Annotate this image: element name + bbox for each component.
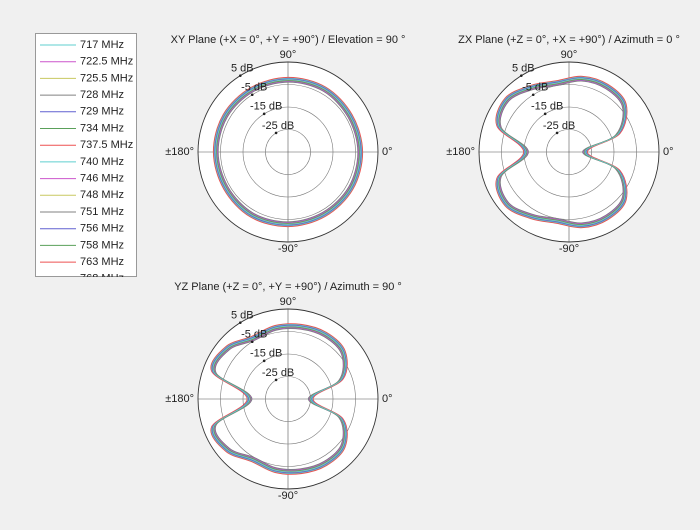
pattern-line (495, 75, 628, 229)
theta-tick-label: 90° (280, 49, 297, 61)
r-tick-dot (555, 131, 559, 135)
r-tick-dot (543, 112, 547, 116)
r-tick-dot (250, 340, 254, 344)
pattern-line (215, 79, 361, 225)
pattern-line (213, 77, 363, 227)
pattern-line (498, 79, 625, 225)
pattern-line (216, 80, 360, 224)
pattern-line (212, 325, 346, 473)
r-tick-label: -25 dB (543, 120, 575, 132)
pattern-line (213, 77, 363, 227)
pattern-line (210, 323, 348, 475)
r-tick-dot (262, 112, 266, 116)
legend-label: 756 MHz (80, 223, 124, 235)
r-tick-dot (262, 359, 266, 363)
theta-tick-label: -90° (278, 243, 298, 255)
r-grid-ring (242, 106, 334, 198)
r-tick-label: 5 dB (231, 310, 254, 322)
r-tick-dot (531, 93, 535, 97)
legend-label: 758 MHz (80, 239, 124, 251)
pattern-line (497, 78, 626, 226)
pattern-line (214, 78, 362, 226)
legend-label: 734 MHz (80, 122, 124, 134)
r-grid-ring (478, 61, 660, 243)
r-tick-dot (239, 321, 242, 324)
r-tick-label: -25 dB (262, 367, 294, 379)
theta-tick-label: ±180° (165, 146, 194, 158)
pattern-line (214, 328, 344, 470)
legend-label: 768 MHz (80, 273, 124, 285)
pattern-line (213, 326, 345, 472)
pattern-line (211, 324, 347, 474)
theta-tick-label: 90° (280, 296, 297, 308)
r-tick-label: -15 dB (250, 101, 282, 113)
pattern-line (499, 79, 625, 225)
pattern-line (499, 80, 624, 224)
r-grid-ring (220, 331, 356, 467)
theta-tick-label: 0° (382, 146, 393, 158)
pattern-line (499, 80, 624, 224)
theta-tick-label: -90° (559, 243, 579, 255)
r-grid-ring (197, 308, 379, 490)
pattern-line (216, 80, 360, 224)
pattern-line (217, 81, 359, 223)
r-tick-label: 5 dB (231, 63, 254, 75)
r-tick-label: -15 dB (250, 348, 282, 360)
r-tick-label: -5 dB (522, 82, 548, 94)
chart-title: ZX Plane (+Z = 0°, +X = +90°) / Azimuth … (458, 34, 680, 46)
pattern-line (214, 327, 344, 471)
pattern-line (495, 76, 628, 228)
theta-tick-label: -90° (278, 490, 298, 502)
legend-label: 740 MHz (80, 156, 124, 168)
r-tick-dot (520, 74, 523, 77)
r-grid-ring (265, 129, 311, 175)
theta-tick-label: 0° (382, 393, 393, 405)
legend-label: 717 MHz (80, 39, 124, 51)
chart-title: YZ Plane (+Z = 0°, +Y = +90°) / Azimuth … (174, 281, 402, 293)
legend-label: 729 MHz (80, 106, 124, 118)
pattern-line (210, 323, 348, 475)
theta-tick-label: 90° (561, 49, 578, 61)
legend-label: 722.5 MHz (80, 56, 133, 68)
r-tick-dot (250, 93, 254, 97)
r-tick-dot (239, 74, 242, 77)
legend-label: 763 MHz (80, 256, 124, 268)
legend-label: 728 MHz (80, 89, 124, 101)
pattern-line (496, 76, 627, 228)
r-tick-dot (274, 378, 278, 382)
r-grid-ring (242, 353, 334, 445)
theta-tick-label: ±180° (165, 393, 194, 405)
r-tick-label: 5 dB (512, 63, 535, 75)
pattern-line (496, 77, 627, 227)
theta-tick-label: ±180° (446, 146, 475, 158)
r-grid-ring (546, 129, 592, 175)
pattern-line (211, 324, 347, 474)
legend-label: 746 MHz (80, 173, 124, 185)
legend-label: 751 MHz (80, 206, 124, 218)
theta-tick-label: 0° (663, 146, 674, 158)
r-tick-label: -5 dB (241, 82, 267, 94)
legend-label: 737.5 MHz (80, 139, 133, 151)
pattern-line (217, 81, 359, 223)
r-tick-dot (274, 131, 278, 135)
legend: 717 MHz 722.5 MHz 725.5 MHz 728 MHz 729 MHz 7… (40, 39, 133, 285)
legend-label: 725.5 MHz (80, 72, 133, 84)
r-grid-ring (197, 61, 379, 243)
r-tick-label: -15 dB (531, 101, 563, 113)
r-tick-label: -5 dB (241, 329, 267, 341)
legend-label: 748 MHz (80, 189, 124, 201)
r-grid-ring (501, 84, 637, 220)
chart-title: XY Plane (+X = 0°, +Y = +90°) / Elevatio… (171, 34, 406, 46)
legend-box (35, 33, 137, 277)
pattern-line (212, 76, 364, 228)
pattern-line (214, 327, 345, 471)
r-grid-ring (220, 84, 356, 220)
r-tick-label: -25 dB (262, 120, 294, 132)
